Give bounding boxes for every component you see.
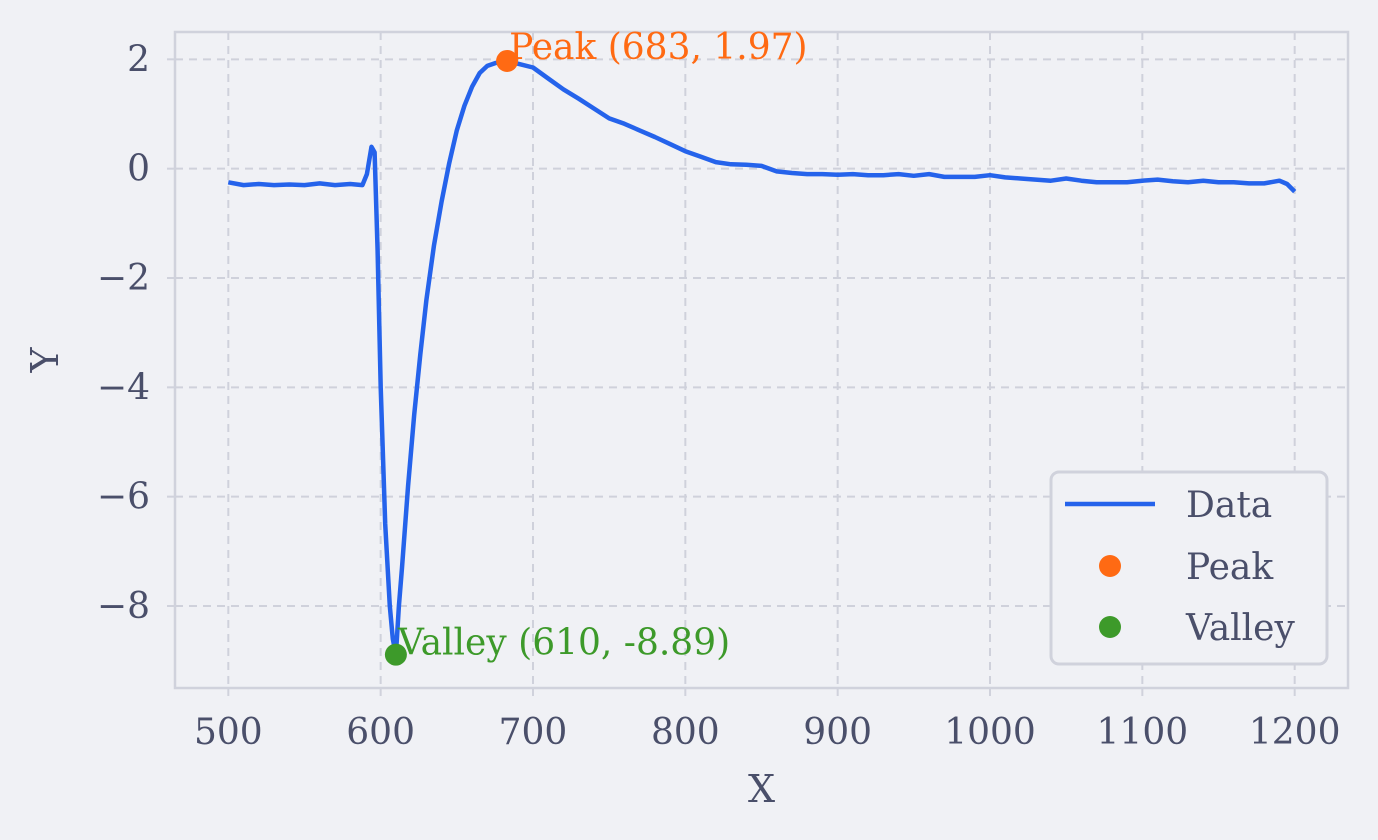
x-axis-title: X [748, 767, 775, 811]
legend-peak-swatch [1099, 555, 1121, 577]
peak-marker [496, 49, 519, 72]
legend-box [1049, 470, 1329, 666]
x-tick-label: 1000 [944, 712, 1036, 753]
x-tick-label: 1200 [1249, 712, 1341, 753]
x-tick-label: 600 [346, 712, 415, 753]
y-tick-label: 0 [127, 149, 150, 190]
legend-valley-swatch [1099, 616, 1121, 638]
legend-label-valley: Valley [1185, 608, 1295, 649]
x-tick-label: 800 [651, 712, 720, 753]
valley-marker [384, 643, 407, 666]
x-tick-label: 500 [194, 712, 263, 753]
axis-ticks: 500 600 700 800 900 1000 1100 1200 2 0 −2 −4 −6 −8 [97, 39, 1341, 753]
y-tick-label: −6 [97, 477, 150, 518]
y-tick-label: −2 [97, 258, 150, 299]
legend-label-data: Data [1186, 485, 1272, 526]
legend-label-peak: Peak [1186, 547, 1274, 588]
plot-frame [173, 30, 1350, 690]
data-series-line [227, 58, 1297, 657]
valley-annotation: Valley (610, -8.89) [397, 623, 730, 664]
x-tick-label: 700 [499, 712, 568, 753]
peak-annotation: Peak (683, 1.97) [509, 27, 807, 68]
y-tick-label: −8 [97, 586, 150, 627]
y-axis-title: Y [23, 347, 67, 374]
y-tick-label: 2 [127, 39, 150, 80]
legend: Data Peak Valley [1049, 470, 1329, 666]
x-tick-label: 900 [803, 712, 872, 753]
x-tick-label: 1100 [1097, 712, 1189, 753]
y-tick-label: −4 [97, 367, 150, 408]
